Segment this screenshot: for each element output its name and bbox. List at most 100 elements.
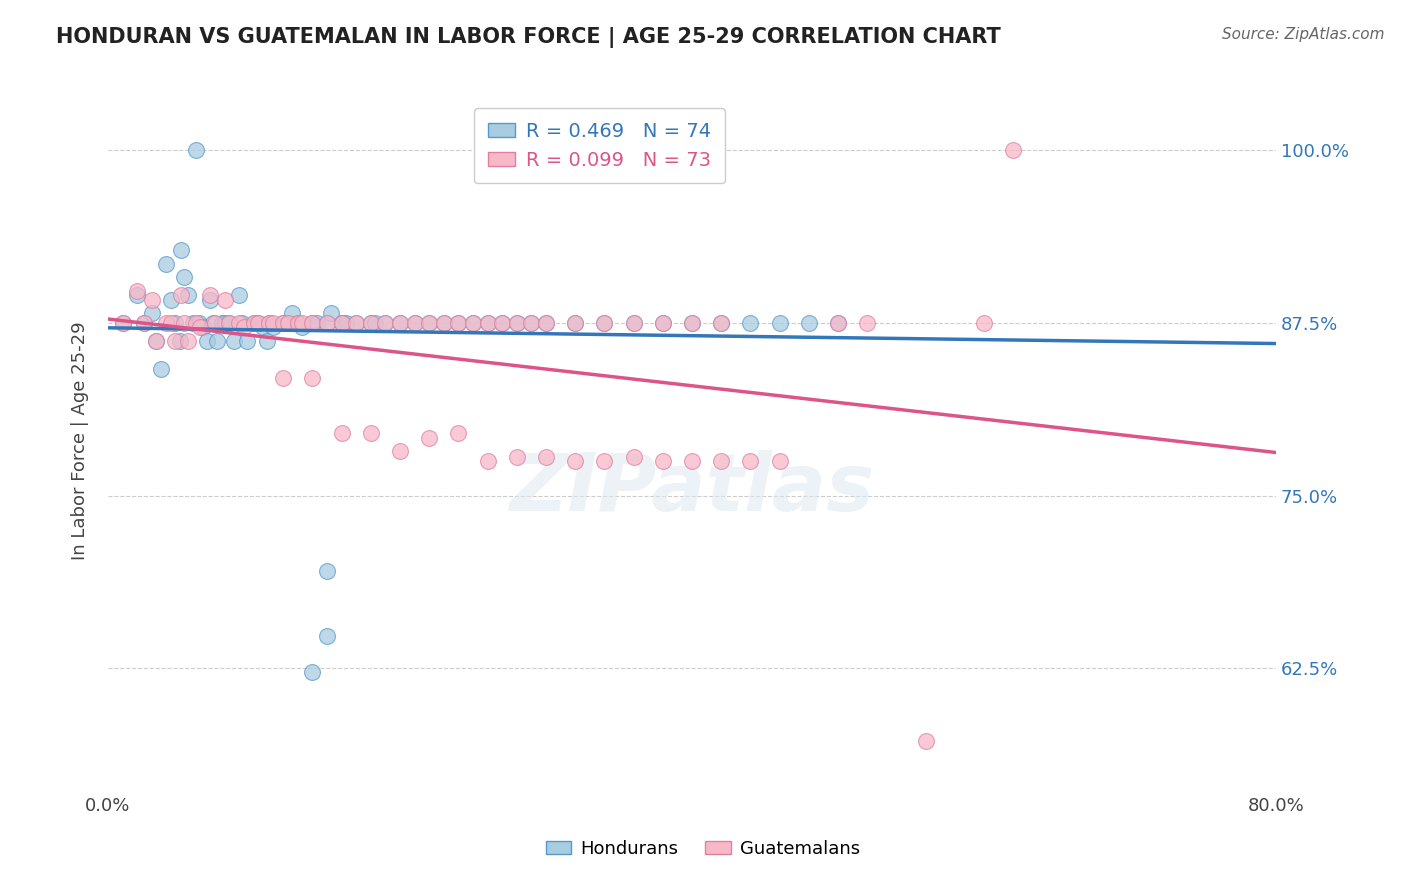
Point xyxy=(330,426,353,441)
Point xyxy=(277,316,299,330)
Point xyxy=(198,293,221,307)
Point xyxy=(145,334,167,348)
Legend: R = 0.469   N = 74, R = 0.099   N = 73: R = 0.469 N = 74, R = 0.099 N = 73 xyxy=(474,109,725,184)
Point xyxy=(461,316,484,330)
Text: Source: ZipAtlas.com: Source: ZipAtlas.com xyxy=(1222,27,1385,42)
Point xyxy=(914,734,936,748)
Point xyxy=(681,316,703,330)
Point xyxy=(418,316,440,330)
Point xyxy=(145,334,167,348)
Point xyxy=(388,316,411,330)
Point xyxy=(173,316,195,330)
Point xyxy=(214,316,236,330)
Point xyxy=(330,316,353,330)
Point xyxy=(170,288,193,302)
Point xyxy=(155,257,177,271)
Point xyxy=(127,288,149,302)
Point xyxy=(184,144,207,158)
Point xyxy=(159,293,181,307)
Point xyxy=(418,316,440,330)
Point xyxy=(520,316,543,330)
Point xyxy=(534,316,557,330)
Point xyxy=(506,450,529,464)
Text: ZIPatlas: ZIPatlas xyxy=(509,450,875,528)
Point xyxy=(973,316,995,330)
Point xyxy=(388,316,411,330)
Point xyxy=(344,316,367,330)
Point xyxy=(491,316,513,330)
Point xyxy=(491,316,513,330)
Point xyxy=(165,316,187,330)
Point xyxy=(271,316,294,330)
Point xyxy=(681,316,703,330)
Point xyxy=(257,316,280,330)
Point xyxy=(768,454,790,468)
Point xyxy=(651,316,673,330)
Y-axis label: In Labor Force | Age 25-29: In Labor Force | Age 25-29 xyxy=(72,321,89,559)
Point xyxy=(256,334,278,348)
Point xyxy=(247,316,270,330)
Point xyxy=(228,288,250,302)
Point xyxy=(433,316,456,330)
Point xyxy=(360,316,382,330)
Point xyxy=(710,316,733,330)
Point xyxy=(651,454,673,468)
Point xyxy=(184,316,207,330)
Point xyxy=(447,426,470,441)
Point xyxy=(149,361,172,376)
Point xyxy=(433,316,456,330)
Point xyxy=(141,293,163,307)
Point xyxy=(623,450,645,464)
Point xyxy=(827,316,849,330)
Point xyxy=(623,316,645,330)
Point xyxy=(534,450,557,464)
Point xyxy=(291,316,314,330)
Point xyxy=(301,316,323,330)
Point xyxy=(404,316,426,330)
Point xyxy=(177,334,200,348)
Point xyxy=(564,454,586,468)
Point xyxy=(316,316,339,330)
Legend: Hondurans, Guatemalans: Hondurans, Guatemalans xyxy=(538,833,868,865)
Point xyxy=(623,316,645,330)
Point xyxy=(262,320,284,334)
Point xyxy=(188,320,211,334)
Point xyxy=(127,285,149,299)
Point xyxy=(257,316,280,330)
Point xyxy=(271,371,294,385)
Point xyxy=(418,431,440,445)
Point xyxy=(593,316,616,330)
Point xyxy=(564,316,586,330)
Point xyxy=(316,629,339,643)
Point xyxy=(388,444,411,458)
Point xyxy=(506,316,529,330)
Point xyxy=(134,316,156,330)
Point xyxy=(202,316,225,330)
Point xyxy=(232,320,254,334)
Point xyxy=(316,316,339,330)
Point xyxy=(301,371,323,385)
Point xyxy=(593,454,616,468)
Point xyxy=(291,320,314,334)
Point xyxy=(856,316,879,330)
Point xyxy=(141,306,163,320)
Point xyxy=(287,316,309,330)
Point xyxy=(111,316,134,330)
Point xyxy=(262,316,284,330)
Point xyxy=(159,316,181,330)
Point xyxy=(271,316,294,330)
Point xyxy=(228,316,250,330)
Point xyxy=(461,316,484,330)
Point xyxy=(330,316,353,330)
Point xyxy=(534,316,557,330)
Point xyxy=(797,316,820,330)
Point xyxy=(247,316,270,330)
Point xyxy=(165,334,187,348)
Point xyxy=(520,316,543,330)
Point xyxy=(281,306,304,320)
Point xyxy=(277,316,299,330)
Point xyxy=(710,454,733,468)
Point xyxy=(827,316,849,330)
Point xyxy=(195,334,218,348)
Point xyxy=(204,316,226,330)
